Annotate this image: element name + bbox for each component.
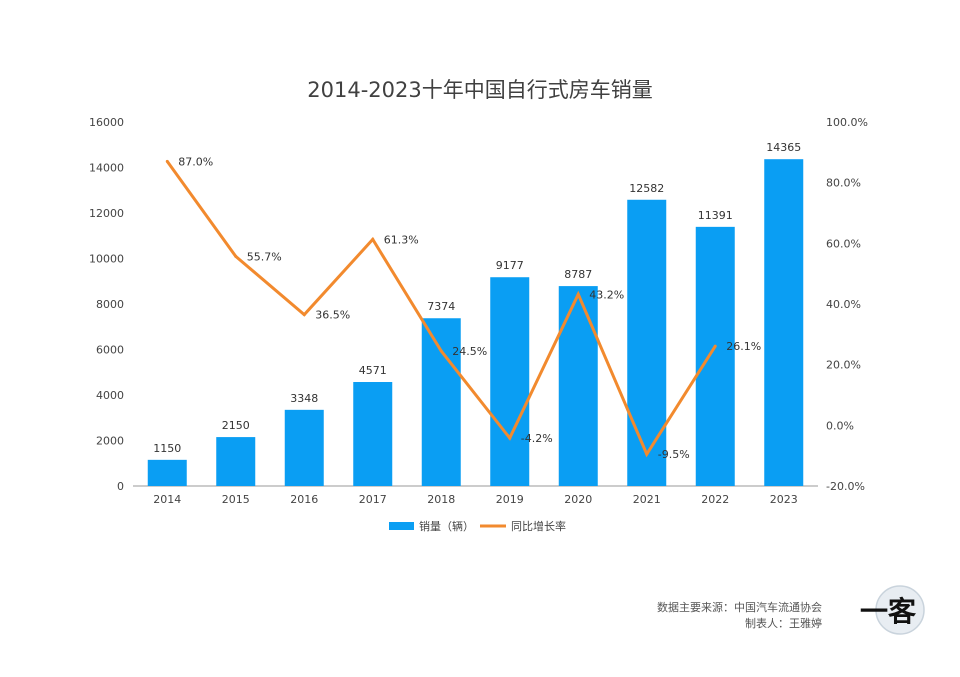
bar (695, 226, 735, 487)
bar-value-label: 1150 (153, 442, 181, 455)
left-tick-label: 14000 (89, 162, 124, 175)
line-data-labels: 87.0% 55.7% 36.5% 61.3% 24.5% -4.2% 43.2% -9.5%… (178, 155, 761, 461)
bar (284, 409, 324, 486)
bar (353, 382, 393, 486)
line-point (645, 452, 649, 456)
line-point (371, 237, 375, 241)
bar-value-label: 11391 (698, 209, 733, 222)
x-tick-label: 2015 (222, 493, 250, 506)
left-axis-ticks: 0 2000 4000 6000 8000 10000 12000 14000 16000 (89, 116, 124, 493)
line-point (713, 344, 717, 348)
line-value-label: 43.2% (589, 288, 624, 301)
left-tick-label: 2000 (96, 435, 124, 448)
bar (558, 286, 598, 486)
bar (216, 437, 256, 486)
line-value-label: 36.5% (315, 309, 350, 322)
bar-value-label: 4571 (359, 364, 387, 377)
bar-value-label: 7374 (427, 300, 455, 313)
line-value-label: 87.0% (178, 155, 213, 168)
left-tick-label: 0 (117, 480, 124, 493)
logo: 一客 (860, 585, 925, 635)
line-value-label: 24.5% (452, 345, 487, 358)
x-tick-label: 2016 (290, 493, 318, 506)
legend-bar-swatch (389, 522, 414, 530)
x-tick-label: 2021 (633, 493, 661, 506)
line-point (165, 159, 169, 163)
chart-title: 2014-2023十年中国自行式房车销量 (307, 78, 652, 102)
bar-value-label: 2150 (222, 419, 250, 432)
x-tick-label: 2014 (153, 493, 181, 506)
x-tick-label: 2017 (359, 493, 387, 506)
x-tick-label: 2018 (427, 493, 455, 506)
right-tick-label: 60.0% (826, 237, 861, 250)
source-line: 数据主要来源：中国汽车流通协会 (657, 601, 822, 614)
line-point (576, 292, 580, 296)
legend-line-label: 同比增长率 (511, 519, 566, 533)
left-tick-label: 12000 (89, 207, 124, 220)
right-tick-label: -20.0% (826, 480, 865, 493)
line-value-label: 26.1% (726, 340, 761, 353)
bar-value-label: 9177 (496, 259, 524, 272)
bar-value-label: 14365 (766, 141, 801, 154)
line-value-label: 55.7% (247, 250, 282, 263)
legend: 销量（辆） 同比增长率 (389, 519, 566, 533)
x-tick-label: 2022 (701, 493, 729, 506)
bar (490, 277, 530, 486)
line-point (508, 436, 512, 440)
left-tick-label: 6000 (96, 344, 124, 357)
legend-bar-label: 销量（辆） (419, 519, 474, 533)
right-tick-label: 80.0% (826, 177, 861, 190)
right-tick-label: 20.0% (826, 359, 861, 372)
left-tick-label: 10000 (89, 253, 124, 266)
right-axis-ticks: -20.0% 0.0% 20.0% 40.0% 60.0% 80.0% 100.0% (826, 116, 868, 493)
line-point (302, 313, 306, 317)
line-point (234, 254, 238, 258)
bar (764, 159, 804, 487)
right-tick-label: 100.0% (826, 116, 868, 129)
line-value-label: -9.5% (658, 448, 690, 461)
x-tick-label: 2020 (564, 493, 592, 506)
left-tick-label: 4000 (96, 389, 124, 402)
x-axis-tick-labels: 2014 2015 2016 2017 2018 2019 2020 2021 2022 2023 (153, 493, 798, 506)
x-tick-label: 2023 (770, 493, 798, 506)
line-series (165, 159, 717, 458)
left-tick-label: 8000 (96, 298, 124, 311)
bar (421, 318, 461, 486)
line-value-label: 61.3% (384, 233, 419, 246)
logo-text: 一客 (860, 595, 917, 628)
source-note: 数据主要来源：中国汽车流通协会 制表人：王雅婷 (657, 600, 822, 632)
logo-circle-icon (875, 585, 925, 635)
left-tick-label: 16000 (89, 116, 124, 129)
line-value-label: -4.2% (521, 432, 553, 445)
right-tick-label: 0.0% (826, 419, 854, 432)
right-tick-label: 40.0% (826, 298, 861, 311)
x-tick-label: 2019 (496, 493, 524, 506)
line-point (439, 349, 443, 353)
bar-value-label: 3348 (290, 392, 318, 405)
bar-value-label: 8787 (564, 268, 592, 281)
bar-series (147, 159, 804, 487)
author-line: 制表人：王雅婷 (745, 617, 822, 630)
bar-data-labels: 1150 2150 3348 4571 7374 9177 8787 12582 11391 14… (153, 141, 801, 455)
bar (627, 199, 667, 486)
bar-value-label: 12582 (629, 182, 664, 195)
bar (147, 459, 187, 486)
